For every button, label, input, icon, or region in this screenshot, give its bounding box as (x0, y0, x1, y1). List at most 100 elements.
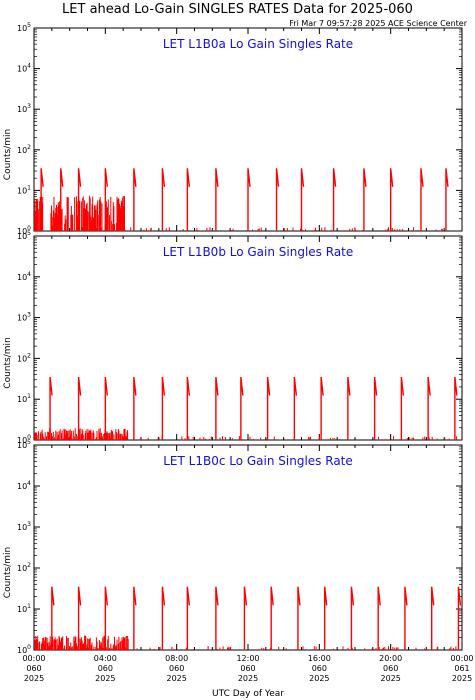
y-tick-label: 104 (17, 480, 31, 491)
data-spike (300, 168, 305, 231)
x-tick-label-doy: 060 (98, 664, 113, 673)
x-tick-label-year: 2025 (166, 674, 186, 683)
y-tick-label: 105 (17, 230, 31, 241)
data-series-1 (34, 195, 458, 231)
data-spike (240, 376, 244, 440)
data-spike (320, 376, 324, 440)
x-tick-label-doy: 060 (312, 664, 327, 673)
data-spike (186, 376, 191, 440)
x-tick-label-year: 2025 (452, 674, 472, 683)
data-spike (60, 168, 64, 231)
data-spike (297, 586, 301, 650)
y-tick-label: 103 (17, 103, 31, 114)
panel-title-3: LET L1B0c Lo Gain Singles Rate (163, 454, 353, 468)
data-spike (247, 168, 251, 231)
data-spike (454, 376, 458, 440)
x-tick-label-time: 08:00 (165, 654, 188, 663)
data-spike (243, 586, 248, 650)
data-series-3 (33, 635, 460, 650)
data-spike (161, 376, 166, 440)
data-spike (457, 586, 462, 650)
y-tick-label: 102 (17, 352, 31, 363)
y-tick-label: 105 (17, 22, 31, 33)
panel-title-2: LET L1B0b Lo Gain Singles Rate (163, 245, 354, 259)
x-tick-label-doy: 061 (454, 664, 469, 673)
y-tick-label: 101 (17, 184, 31, 195)
data-spike (104, 586, 109, 650)
data-spike (404, 586, 408, 650)
data-spike (420, 168, 424, 231)
data-spike (430, 586, 435, 650)
data-spike (215, 586, 219, 650)
y-tick-label: 100 (17, 225, 31, 236)
data-spike (350, 586, 355, 650)
data-spike (293, 376, 298, 440)
x-tick-label-doy: 060 (26, 664, 41, 673)
x-tick-label-doy: 060 (240, 664, 255, 673)
x-tick-label-time: 16:00 (308, 654, 331, 663)
data-series-2 (34, 428, 461, 440)
y-axis-label: Counts/min (3, 129, 13, 180)
y-tick-label: 104 (17, 63, 31, 74)
y-axis-label: Counts/min (3, 337, 13, 388)
data-spike (133, 168, 137, 231)
data-spike (363, 168, 367, 231)
timestamp: Fri Mar 7 09:57:28 2025 ACE Science Cent… (289, 19, 467, 28)
y-tick-label: 105 (17, 439, 31, 450)
y-tick-label: 100 (17, 644, 31, 655)
data-spike (377, 586, 381, 650)
data-spike (400, 376, 405, 440)
data-spike (389, 168, 394, 231)
data-spike (186, 586, 191, 650)
y-tick-label: 103 (17, 312, 31, 323)
data-spike (323, 586, 328, 650)
x-tick-label-year: 2025 (238, 674, 258, 683)
y-tick-label: 101 (17, 393, 31, 404)
data-spike (104, 376, 109, 440)
data-spike (270, 586, 274, 650)
x-tick-label-doy: 060 (169, 664, 184, 673)
data-spike (161, 586, 166, 650)
data-spike (347, 376, 351, 440)
chart-title: LET ahead Lo-Gain SINGLES RATES Data for… (62, 2, 413, 17)
data-spike (275, 168, 280, 231)
data-spike (373, 376, 378, 440)
y-tick-label: 103 (17, 521, 31, 532)
panel-title-1: LET L1B0a Lo Gain Singles Rate (163, 37, 353, 51)
data-spike (186, 168, 191, 231)
data-spike (445, 168, 449, 231)
data-spike (77, 168, 82, 231)
data-spike (133, 586, 137, 650)
x-tick-label-year: 2025 (24, 674, 44, 683)
data-spike (161, 168, 166, 231)
data-spike (215, 168, 219, 231)
data-spike (49, 376, 53, 440)
data-spike (77, 376, 82, 440)
data-spike (40, 168, 44, 231)
panel-frame-3 (33, 444, 463, 651)
data-spike (77, 586, 82, 650)
x-tick-label-time: 12:00 (236, 654, 259, 663)
y-tick-label: 102 (17, 562, 31, 573)
data-spike (427, 376, 431, 440)
x-tick-label-year: 2025 (380, 674, 400, 683)
x-axis-label: UTC Day of Year (212, 689, 284, 699)
x-tick-label-doy: 060 (383, 664, 398, 673)
panel-frame-2 (33, 235, 463, 441)
x-tick-label-year: 2025 (309, 674, 329, 683)
data-spike (266, 376, 271, 440)
y-axis-label: Counts/min (3, 547, 13, 598)
y-tick-label: 101 (17, 603, 31, 614)
data-spike (133, 376, 137, 440)
x-tick-label-time: 04:00 (94, 654, 117, 663)
x-tick-label-time: 20:00 (379, 654, 402, 663)
x-tick-label-time: 00:00 (450, 654, 473, 663)
y-tick-label: 100 (17, 434, 31, 445)
data-spike (332, 168, 337, 231)
y-tick-label: 102 (17, 144, 31, 155)
data-spike (104, 168, 109, 231)
x-tick-label-time: 00:00 (22, 654, 45, 663)
data-spike (51, 586, 55, 650)
x-tick-label-year: 2025 (95, 674, 115, 683)
